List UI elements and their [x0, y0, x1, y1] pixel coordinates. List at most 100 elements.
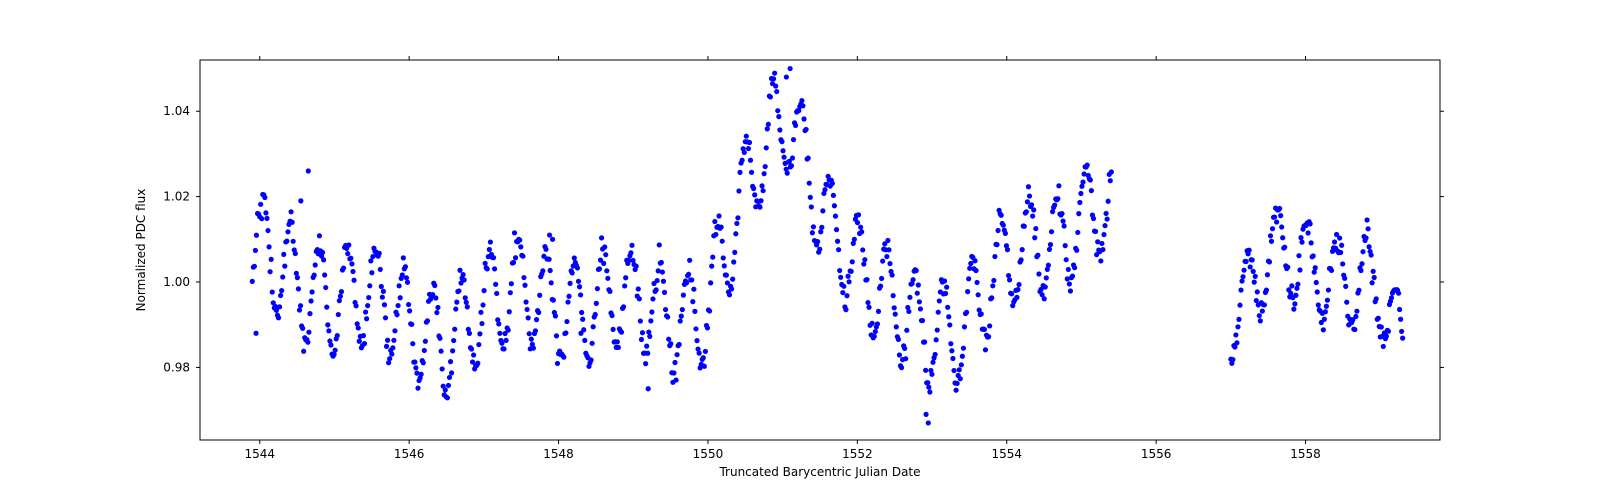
data-point: [634, 264, 639, 269]
data-point: [876, 309, 881, 314]
data-point: [1400, 336, 1405, 341]
data-point: [1338, 250, 1343, 255]
data-point: [668, 341, 673, 346]
data-point: [686, 272, 691, 277]
data-point: [461, 272, 466, 277]
data-point: [264, 216, 269, 221]
data-point: [491, 255, 496, 260]
data-point: [892, 305, 897, 310]
y-tick-label: 1.04: [163, 104, 190, 118]
data-point: [710, 255, 715, 260]
data-point: [729, 286, 734, 291]
data-point: [1306, 230, 1311, 235]
data-point: [855, 220, 860, 225]
data-point: [1358, 268, 1363, 273]
data-point: [285, 229, 290, 234]
data-point: [1340, 261, 1345, 266]
data-point: [1323, 309, 1328, 314]
data-point: [709, 264, 714, 269]
data-point: [972, 258, 977, 263]
data-point: [962, 324, 967, 329]
data-point: [1274, 219, 1279, 224]
data-point: [577, 284, 582, 289]
data-point: [766, 122, 771, 127]
data-point: [834, 227, 839, 232]
data-point: [1099, 241, 1104, 246]
data-point: [878, 284, 883, 289]
data-point: [844, 293, 849, 298]
data-point: [1353, 314, 1358, 319]
data-point: [733, 231, 738, 236]
data-point: [1370, 280, 1375, 285]
data-point: [306, 168, 311, 173]
data-point: [419, 372, 424, 377]
data-point: [886, 247, 891, 252]
data-point: [817, 247, 822, 252]
data-point: [955, 381, 960, 386]
data-point: [832, 203, 837, 208]
data-point: [381, 289, 386, 294]
data-point: [1001, 223, 1006, 228]
data-point: [509, 281, 514, 286]
data-point: [382, 302, 387, 307]
data-point: [1326, 287, 1331, 292]
data-point: [301, 349, 306, 354]
data-point: [926, 385, 931, 390]
data-point: [1258, 318, 1263, 323]
data-point: [820, 208, 825, 213]
data-point: [961, 346, 966, 351]
data-point: [983, 347, 988, 352]
data-point: [661, 279, 666, 284]
x-tick-label: 1554: [991, 447, 1022, 461]
data-point: [300, 326, 305, 331]
data-point: [976, 292, 981, 297]
data-point: [973, 268, 978, 273]
data-point: [391, 338, 396, 343]
data-point: [1272, 214, 1277, 219]
data-point: [1059, 211, 1064, 216]
data-point: [1386, 329, 1391, 334]
data-point: [1015, 287, 1020, 292]
data-point: [689, 277, 694, 282]
data-point: [1372, 275, 1377, 280]
data-point: [1279, 224, 1284, 229]
data-point: [321, 257, 326, 262]
data-point: [947, 322, 952, 327]
data-point: [937, 298, 942, 303]
data-point: [435, 305, 440, 310]
data-point: [397, 283, 402, 288]
data-point: [1241, 268, 1246, 273]
data-point: [644, 344, 649, 349]
data-point: [320, 250, 325, 255]
data-point: [253, 248, 258, 253]
y-tick-label: 0.98: [163, 360, 190, 374]
data-point: [945, 305, 950, 310]
data-point: [927, 389, 932, 394]
data-point: [894, 324, 899, 329]
data-point: [965, 289, 970, 294]
data-point: [1088, 177, 1093, 182]
data-point: [779, 139, 784, 144]
data-point: [925, 380, 930, 385]
data-point: [384, 344, 389, 349]
data-point: [531, 346, 536, 351]
data-point: [922, 339, 927, 344]
data-point: [1260, 308, 1265, 313]
data-point: [582, 338, 587, 343]
data-point: [799, 98, 804, 103]
data-point: [1101, 232, 1106, 237]
data-point: [1311, 253, 1316, 258]
data-point: [1052, 202, 1057, 207]
data-point: [933, 352, 938, 357]
data-point: [1076, 211, 1081, 216]
data-point: [523, 299, 528, 304]
data-point: [595, 286, 600, 291]
data-point: [284, 238, 289, 243]
data-point: [721, 255, 726, 260]
data-point: [383, 315, 388, 320]
data-point: [1374, 296, 1379, 301]
data-point: [819, 225, 824, 230]
data-point: [1389, 295, 1394, 300]
data-point: [1031, 207, 1036, 212]
data-point: [791, 137, 796, 142]
